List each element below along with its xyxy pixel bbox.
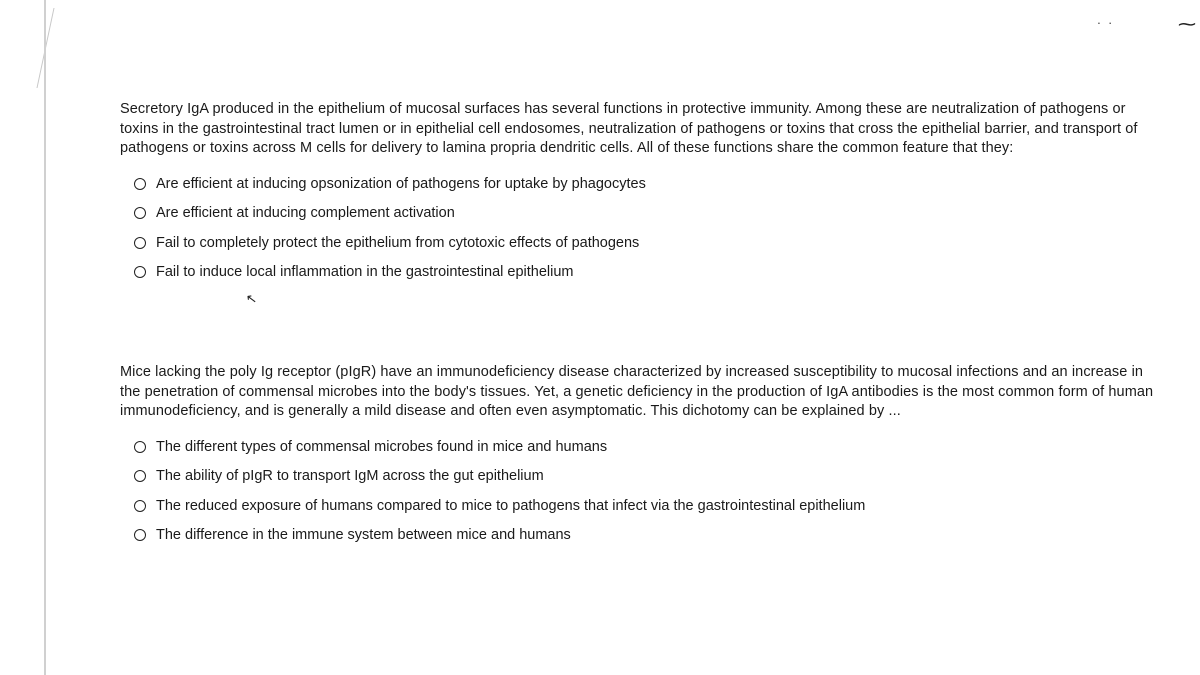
cursor-icon: ↖	[245, 290, 258, 307]
radio-icon	[134, 441, 146, 453]
radio-icon	[134, 529, 146, 541]
scan-speckle: . .	[1097, 12, 1114, 27]
option-label: Fail to induce local inflammation in the…	[156, 263, 574, 283]
radio-icon	[134, 178, 146, 190]
option-label: The ability of pIgR to transport IgM acr…	[156, 467, 544, 487]
question-1: Secretory IgA produced in the epithelium…	[120, 100, 1160, 283]
radio-icon	[134, 237, 146, 249]
question-1-option-c[interactable]: Fail to completely protect the epitheliu…	[134, 234, 1160, 254]
question-1-option-a[interactable]: Are efficient at inducing opsonization o…	[134, 175, 1160, 195]
question-2-option-a[interactable]: The different types of commensal microbe…	[134, 438, 1160, 458]
option-label: Are efficient at inducing complement act…	[156, 204, 455, 224]
radio-icon	[134, 500, 146, 512]
option-label: Fail to completely protect the epitheliu…	[156, 234, 639, 254]
question-2: Mice lacking the poly Ig receptor (pIgR)…	[120, 363, 1160, 546]
question-1-option-d[interactable]: Fail to induce local inflammation in the…	[134, 263, 1160, 283]
option-label: The different types of commensal microbe…	[156, 438, 607, 458]
option-label: The difference in the immune system betw…	[156, 526, 571, 546]
radio-icon	[134, 470, 146, 482]
question-1-options: Are efficient at inducing opsonization o…	[120, 175, 1160, 283]
radio-icon	[134, 266, 146, 278]
page-fold-shadow	[15, 8, 54, 88]
scan-mark-tilde: ⁓	[1178, 14, 1196, 35]
question-2-prompt: Mice lacking the poly Ig receptor (pIgR)…	[120, 363, 1160, 422]
option-label: Are efficient at inducing opsonization o…	[156, 175, 646, 195]
radio-icon	[134, 207, 146, 219]
question-1-option-b[interactable]: Are efficient at inducing complement act…	[134, 204, 1160, 224]
question-2-options: The different types of commensal microbe…	[120, 438, 1160, 546]
question-2-option-b[interactable]: The ability of pIgR to transport IgM acr…	[134, 467, 1160, 487]
question-1-prompt: Secretory IgA produced in the epithelium…	[120, 100, 1160, 159]
page-binding-line	[44, 0, 46, 675]
page-content: Secretory IgA produced in the epithelium…	[120, 100, 1160, 626]
option-label: The reduced exposure of humans compared …	[156, 497, 865, 517]
question-2-option-c[interactable]: The reduced exposure of humans compared …	[134, 497, 1160, 517]
question-2-option-d[interactable]: The difference in the immune system betw…	[134, 526, 1160, 546]
